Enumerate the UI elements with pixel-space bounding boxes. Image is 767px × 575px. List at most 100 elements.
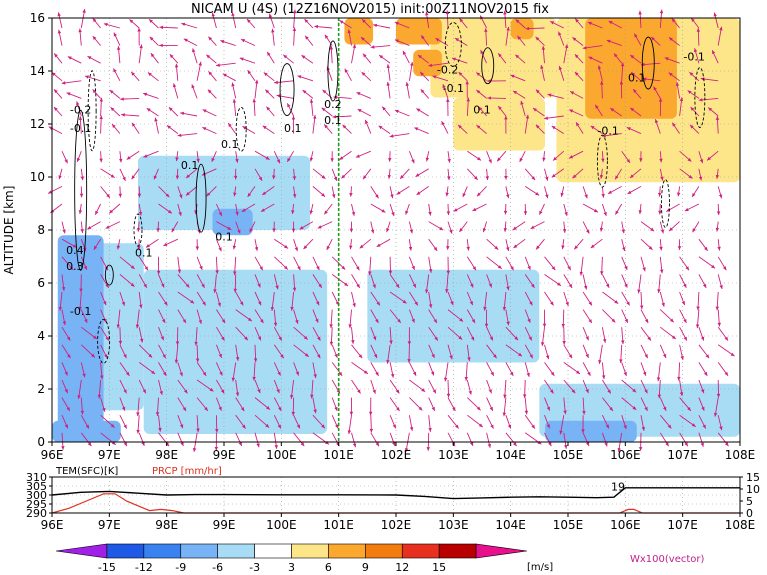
wind-vector-head <box>291 115 296 120</box>
wind-vector-head <box>531 176 536 181</box>
wind-vector-head <box>100 375 104 380</box>
wind-vector-head <box>574 54 579 59</box>
contour-label-10: 0.2 <box>324 98 342 111</box>
wind-vector-head <box>254 246 259 251</box>
wind-vector-head <box>629 174 634 178</box>
colorbar-tick-label: 6 <box>325 561 332 574</box>
wind-vector-head <box>687 406 691 411</box>
wind-vector-head <box>713 412 718 417</box>
wind-vector-head <box>237 229 241 234</box>
wind-vector-head <box>317 225 322 229</box>
wind-vector-head <box>97 394 102 399</box>
wind-vector-head <box>389 340 393 345</box>
wind-vector-head <box>569 155 574 159</box>
wind-vector-head <box>493 354 497 359</box>
wind-vector-head <box>696 306 700 311</box>
wind-vector-head <box>231 377 236 382</box>
wind-vector-head <box>163 301 168 306</box>
wind-vector-head <box>104 354 108 359</box>
wind-vector-head <box>182 319 186 324</box>
wind-vector-head <box>667 424 672 429</box>
wind-vector-head <box>256 443 260 448</box>
wind-vector-head <box>526 372 530 377</box>
contour-4 <box>133 213 143 247</box>
wind-vector-head <box>156 228 160 233</box>
contour-8 <box>444 22 462 67</box>
wind-vector-head <box>349 411 354 416</box>
wind-vector-head <box>719 26 723 31</box>
colorbar: -15 -12 -9 -6 -3 3 6 9 12 15 [m/s] Wx100(vector) <box>55 543 705 574</box>
wind-vector-head <box>490 371 494 376</box>
wind-vector-head <box>54 89 58 94</box>
wind-vector-head <box>362 19 366 23</box>
wind-vector-head <box>305 35 309 40</box>
wind-vector-head <box>110 107 115 112</box>
wind-vector-head <box>443 377 448 382</box>
wind-vector-head <box>54 53 58 58</box>
wind-vector-head <box>280 354 284 359</box>
wind-vector-head <box>66 407 70 412</box>
colorbar-tick-label: -3 <box>249 561 260 574</box>
wind-vector-head <box>257 336 261 341</box>
wind-vector-head <box>527 318 531 323</box>
wind-vector-head <box>220 40 225 44</box>
wind-vector-head <box>329 341 334 346</box>
wind-vector-head <box>329 45 334 50</box>
wind-vector-head <box>588 319 592 324</box>
wind-vector-head <box>572 37 577 41</box>
wind-vector-head <box>558 31 562 36</box>
wind-vector-head <box>466 97 470 102</box>
wind-vector-head <box>156 270 161 275</box>
colorbar-cells <box>55 543 528 559</box>
wind-vector-head <box>542 157 546 162</box>
shading-region-13 <box>396 18 442 45</box>
wind-vector-head <box>316 354 321 359</box>
wind-vector-head <box>550 21 555 25</box>
wind-vector-head <box>228 123 232 128</box>
wind-vector-head <box>484 323 489 328</box>
wind-vector-head <box>92 89 97 94</box>
wind-vector-head <box>421 388 426 392</box>
wind-vector-head <box>433 319 437 324</box>
wind-vector-head <box>550 371 555 376</box>
wind-vector-head <box>716 393 721 398</box>
wind-vector-head <box>405 82 409 86</box>
wind-vector-head <box>545 194 549 199</box>
wind-vector-head <box>703 371 708 376</box>
wind-vector-head <box>274 444 278 449</box>
wind-vector-head <box>665 442 669 447</box>
wind-vector-head <box>246 19 251 23</box>
vertical-velocity-contours <box>74 22 706 364</box>
x-tick-label: 108E <box>725 448 756 462</box>
wind-vector-head <box>206 192 211 197</box>
surface-left-tick-label: 295 <box>26 498 47 511</box>
wind-vector-head <box>209 387 214 392</box>
wind-vector-head <box>563 410 567 415</box>
wind-vector-head <box>273 322 278 327</box>
wind-vector-head <box>425 289 429 294</box>
wind-vector-head <box>545 355 550 360</box>
wind-vector-head <box>215 429 219 433</box>
wind-vector-head <box>87 56 92 60</box>
wind-vector-head <box>550 301 554 306</box>
wind-vector-head <box>533 108 537 112</box>
wind-vector-head <box>445 10 450 15</box>
shading-region-5 <box>57 235 104 442</box>
wind-vector-head <box>621 340 625 345</box>
wind-vector-head <box>315 301 320 306</box>
wind-vector-head <box>494 245 499 250</box>
wind-vector-head <box>408 246 413 251</box>
wind-vector-head <box>125 371 130 376</box>
wind-vector-head <box>469 301 473 306</box>
wind-vector-head <box>57 12 61 17</box>
wind-vector-head <box>407 341 412 345</box>
wind-vector-head <box>518 352 523 357</box>
wind-vector-head <box>608 21 613 25</box>
wind-vector-head <box>137 193 142 198</box>
wind-vector-head <box>219 371 223 376</box>
wind-vector-head <box>146 108 151 112</box>
wind-vector-head <box>651 36 655 41</box>
wind-vector-head <box>263 72 268 77</box>
main-y-axis: 0 2 4 6 8 10 12 14 16 <box>30 11 52 449</box>
wind-vector-head <box>92 335 97 339</box>
